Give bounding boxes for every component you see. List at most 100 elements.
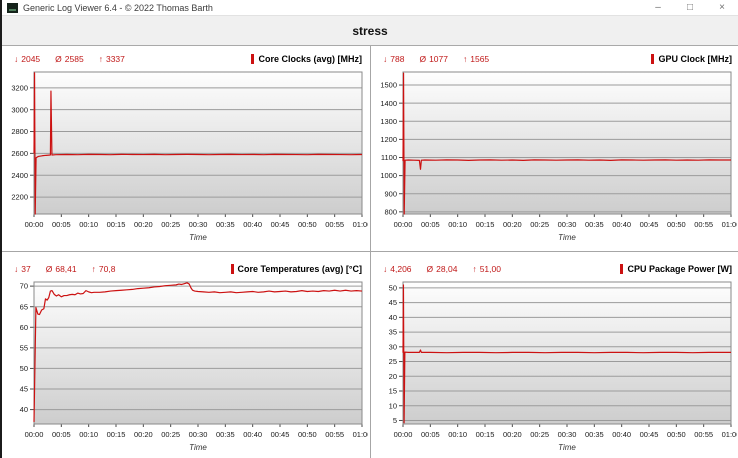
svg-text:Time: Time	[558, 443, 576, 452]
svg-text:45: 45	[389, 298, 397, 307]
svg-text:25: 25	[389, 357, 397, 366]
avg-symbol-icon: Ø	[426, 264, 434, 274]
window-title: Generic Log Viewer 6.4 - © 2022 Thomas B…	[23, 2, 213, 13]
svg-text:00:40: 00:40	[612, 430, 631, 439]
stat-avg: Ø 2585	[55, 54, 84, 64]
chart-legend: CPU Package Power [W]	[620, 264, 732, 274]
svg-text:01:00: 01:00	[722, 220, 737, 229]
stat-min: ↓ 2045	[14, 54, 40, 64]
chart-panel-core-temperatures: ↓ 37 Ø 68,41 ↑ 70,8 Core Temperatures (avg)…	[2, 252, 371, 458]
maximize-button[interactable]: □	[686, 2, 694, 13]
svg-text:00:20: 00:20	[503, 220, 522, 229]
svg-text:3200: 3200	[11, 83, 28, 92]
svg-text:00:50: 00:50	[298, 430, 317, 439]
legend-color-icon	[251, 54, 255, 64]
svg-text:55: 55	[20, 343, 28, 352]
core-clocks-plot: 2200 2400 2600 2800 3000 3200 00:00 00:05 00:10 0…	[2, 68, 370, 251]
svg-text:2600: 2600	[11, 149, 28, 158]
svg-text:10: 10	[389, 401, 397, 410]
chart-panel-gpu-clock: ↓ 788 Ø 1077 ↑ 1565 GPU Clock [MHz] 800 900 1…	[371, 46, 738, 252]
svg-text:00:55: 00:55	[325, 220, 344, 229]
title-bar: Generic Log Viewer 6.4 - © 2022 Thomas B…	[2, 0, 738, 16]
svg-text:40: 40	[20, 405, 28, 414]
svg-text:1100: 1100	[381, 153, 397, 162]
svg-text:2800: 2800	[11, 127, 28, 136]
svg-text:1000: 1000	[380, 171, 397, 180]
svg-text:00:25: 00:25	[530, 430, 549, 439]
svg-text:00:30: 00:30	[189, 220, 208, 229]
minimize-button[interactable]: –	[655, 2, 661, 13]
stat-avg: Ø 68,41	[46, 264, 77, 274]
svg-text:00:35: 00:35	[216, 220, 235, 229]
chart-grid: ↓ 2045 Ø 2585 ↑ 3337 Core Clocks (avg) [MHz…	[2, 46, 738, 458]
avg-symbol-icon: Ø	[419, 54, 427, 64]
app-logo-icon	[7, 2, 18, 13]
svg-text:900: 900	[384, 189, 397, 198]
svg-text:Time: Time	[189, 443, 207, 452]
svg-text:00:20: 00:20	[134, 430, 153, 439]
avg-symbol-icon: Ø	[55, 54, 62, 64]
chart-panel-core-clocks: ↓ 2045 Ø 2585 ↑ 3337 Core Clocks (avg) [MHz…	[2, 46, 371, 252]
chart-title: Core Clocks (avg) [MHz]	[258, 54, 362, 64]
stat-avg: Ø 28,04	[427, 264, 458, 274]
log-name-title: stress	[352, 23, 388, 38]
svg-text:50: 50	[20, 364, 28, 373]
svg-text:00:50: 00:50	[667, 430, 686, 439]
svg-text:00:40: 00:40	[243, 220, 262, 229]
stat-min-value: 4,206	[390, 264, 412, 274]
svg-text:00:50: 00:50	[298, 220, 317, 229]
stat-min: ↓ 788	[383, 54, 404, 64]
svg-text:00:25: 00:25	[161, 430, 180, 439]
svg-text:2400: 2400	[11, 171, 28, 180]
svg-text:65: 65	[20, 302, 28, 311]
svg-text:00:05: 00:05	[421, 220, 440, 229]
svg-text:00:35: 00:35	[585, 430, 604, 439]
chart-stats: ↓ 4,206 Ø 28,04 ↑ 51,00	[383, 264, 501, 274]
svg-text:00:40: 00:40	[612, 220, 631, 229]
stat-avg: Ø 1077	[419, 54, 448, 64]
svg-text:00:55: 00:55	[694, 430, 713, 439]
chart-head-gpu-clock: ↓ 788 Ø 1077 ↑ 1565 GPU Clock [MHz]	[371, 49, 738, 68]
avg-symbol-icon: Ø	[45, 264, 53, 274]
svg-text:00:30: 00:30	[558, 430, 577, 439]
core-temperatures-plot: 40 45 50 55 60 65 70 00:00 00:05 00:10 00:15 00:20 0…	[2, 278, 370, 458]
svg-text:00:40: 00:40	[243, 430, 262, 439]
stat-max: ↑ 3337	[99, 54, 125, 64]
close-button[interactable]: ×	[719, 2, 725, 13]
chart-title: GPU Clock [MHz]	[658, 54, 732, 64]
svg-text:00:25: 00:25	[161, 220, 180, 229]
min-arrow-icon: ↓	[383, 54, 388, 64]
chart-title: CPU Package Power [W]	[627, 264, 732, 274]
max-arrow-icon: ↑	[98, 54, 103, 64]
chart-title: Core Temperatures (avg) [°C]	[237, 264, 362, 274]
chart-legend: GPU Clock [MHz]	[651, 54, 732, 64]
svg-text:00:35: 00:35	[216, 430, 235, 439]
chart-stats: ↓ 37 Ø 68,41 ↑ 70,8	[14, 264, 115, 274]
stat-max: ↑ 51,00	[472, 264, 501, 274]
chart-stats: ↓ 788 Ø 1077 ↑ 1565	[383, 54, 489, 64]
svg-text:1300: 1300	[380, 117, 397, 126]
legend-color-icon	[230, 264, 234, 274]
svg-text:00:55: 00:55	[325, 430, 344, 439]
svg-text:00:50: 00:50	[667, 220, 686, 229]
chart-legend: Core Temperatures (avg) [°C]	[230, 264, 362, 274]
svg-text:00:10: 00:10	[79, 220, 98, 229]
window-controls: – □ ×	[642, 0, 738, 15]
svg-text:00:25: 00:25	[530, 220, 549, 229]
svg-text:00:35: 00:35	[585, 220, 604, 229]
svg-text:00:30: 00:30	[189, 430, 208, 439]
max-arrow-icon: ↑	[91, 264, 96, 274]
svg-text:1400: 1400	[380, 99, 397, 108]
min-arrow-icon: ↓	[14, 264, 19, 274]
stat-min-value: 788	[390, 54, 405, 64]
svg-text:00:05: 00:05	[52, 430, 71, 439]
svg-text:00:00: 00:00	[25, 220, 44, 229]
chart-legend: Core Clocks (avg) [MHz]	[251, 54, 362, 64]
max-arrow-icon: ↑	[472, 264, 477, 274]
svg-text:01:00: 01:00	[353, 430, 368, 439]
svg-text:00:00: 00:00	[394, 430, 413, 439]
stat-max-value: 3337	[105, 54, 125, 64]
svg-text:00:20: 00:20	[503, 430, 522, 439]
stat-max-value: 51,00	[479, 264, 501, 274]
